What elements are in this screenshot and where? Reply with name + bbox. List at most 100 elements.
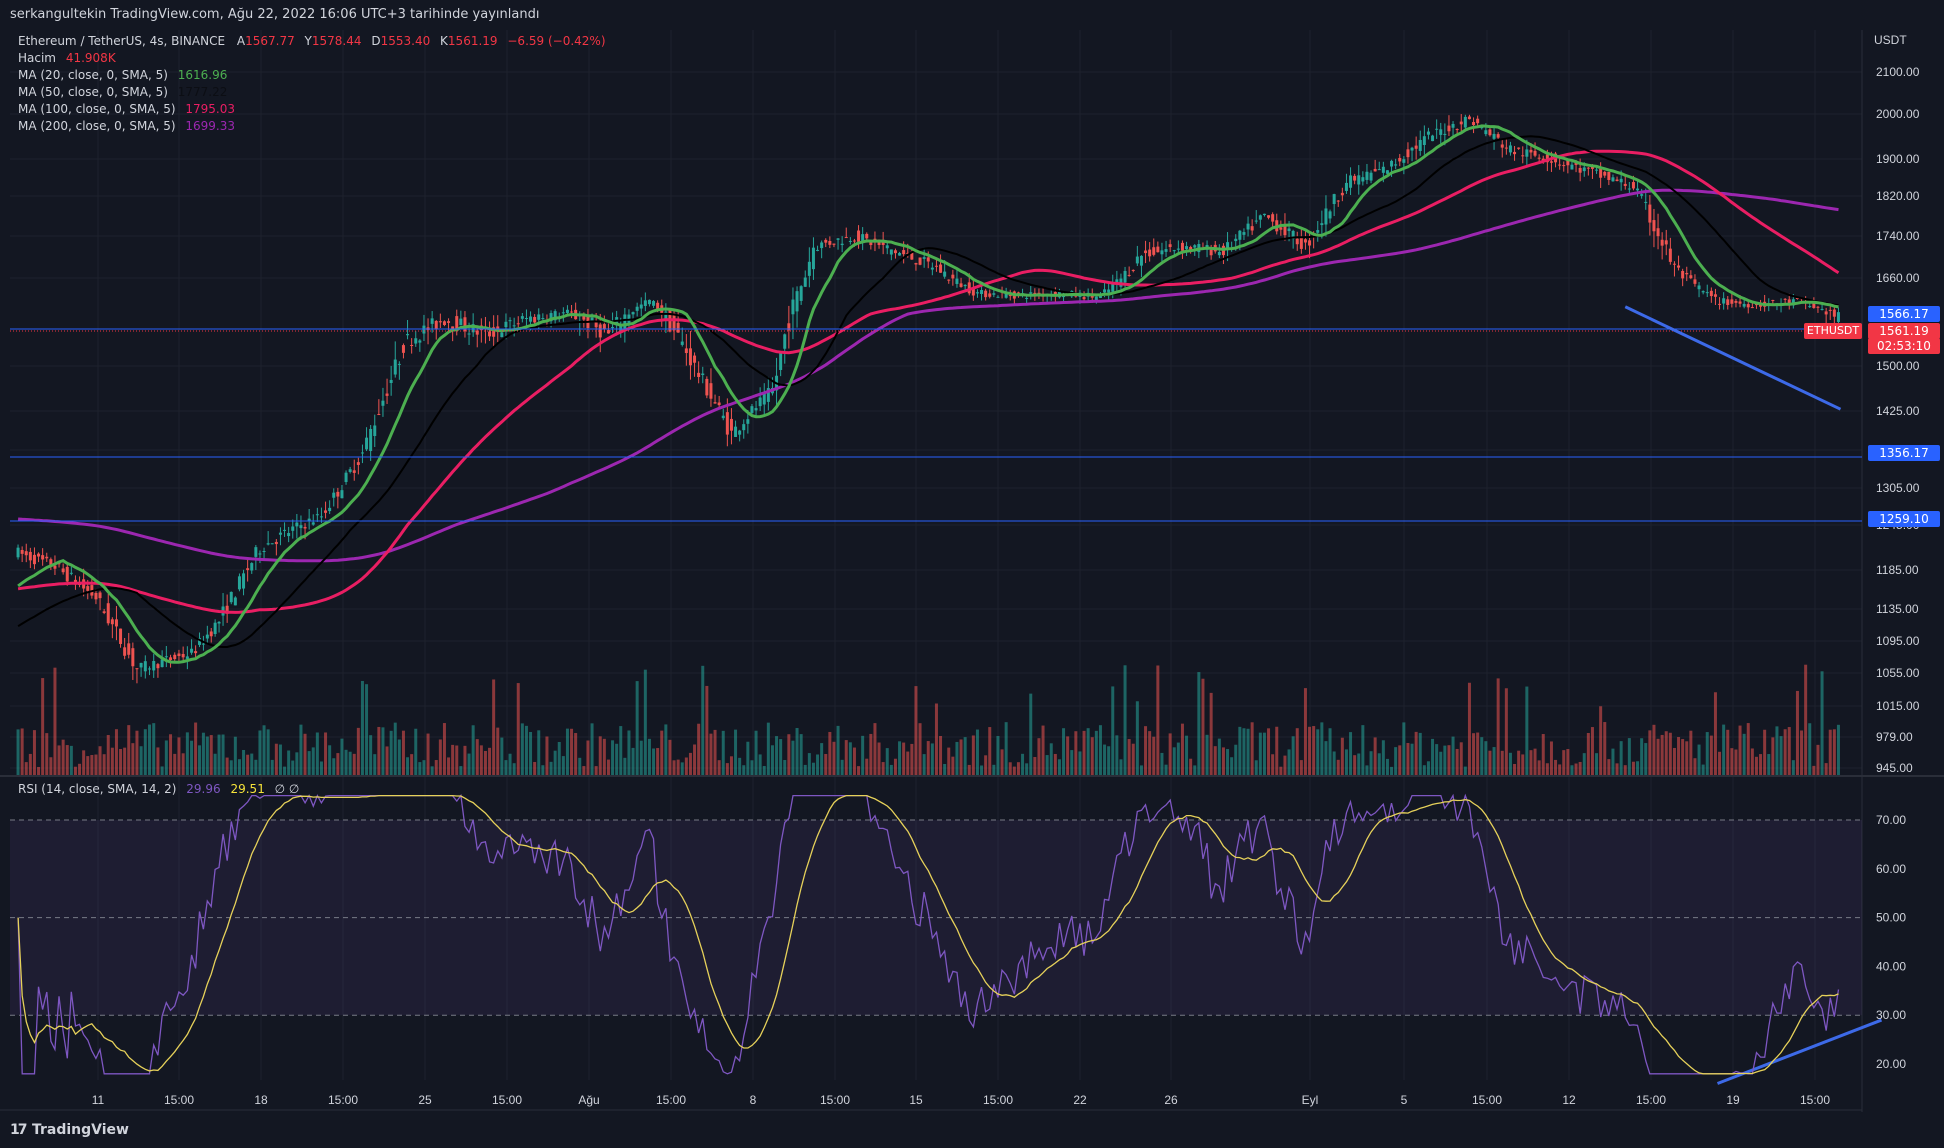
volume-bar bbox=[1476, 732, 1480, 775]
volume-bar bbox=[299, 724, 303, 775]
candle-body bbox=[1619, 178, 1623, 183]
candle-body bbox=[754, 408, 758, 411]
volume-bar bbox=[1459, 742, 1463, 775]
candle-body bbox=[1082, 297, 1086, 300]
volume-bar bbox=[1603, 722, 1607, 775]
ma200-line bbox=[17, 188, 1839, 563]
legend-symbol[interactable]: Ethereum / TetherUS, 4s, BINANCE bbox=[18, 34, 226, 48]
volume-bar bbox=[1644, 743, 1648, 775]
volume-bar bbox=[135, 730, 139, 775]
volume-bar bbox=[1398, 745, 1402, 775]
candle-body bbox=[1824, 311, 1828, 315]
volume-bar bbox=[623, 757, 627, 775]
candle-body bbox=[69, 572, 73, 574]
volume-bar bbox=[463, 745, 467, 775]
volume-bar bbox=[242, 749, 246, 775]
volume-bar bbox=[1328, 728, 1332, 775]
volume-bar bbox=[451, 744, 455, 775]
candle-body bbox=[1566, 159, 1570, 166]
volume-bar bbox=[181, 753, 185, 775]
volume-bar bbox=[1759, 754, 1763, 775]
tradingview-logo[interactable]: 17 TradingView bbox=[10, 1122, 129, 1138]
volume-bar bbox=[1472, 733, 1476, 775]
volume-bar bbox=[1119, 759, 1123, 775]
candle-body bbox=[1488, 129, 1492, 136]
rsi-label[interactable]: RSI (14, close, SMA, 14, 2) bbox=[18, 782, 177, 796]
ma100-label[interactable]: MA (100, close, 0, SMA, 5) bbox=[18, 102, 176, 116]
horizontal-levels[interactable] bbox=[10, 328, 1862, 522]
time-tick: 8 bbox=[750, 1093, 757, 1107]
volume-bar bbox=[266, 729, 270, 775]
volume-bar bbox=[631, 747, 635, 775]
candle-body bbox=[1533, 150, 1537, 156]
candle-body bbox=[385, 393, 389, 396]
volume-bar bbox=[1312, 726, 1316, 775]
volume-bar bbox=[1045, 755, 1049, 775]
volume-bar bbox=[1103, 744, 1107, 775]
volume-bar bbox=[787, 734, 791, 775]
candle-body bbox=[53, 565, 57, 569]
candle-body bbox=[762, 392, 766, 405]
candle-body bbox=[516, 323, 520, 325]
candle-body bbox=[1672, 263, 1676, 265]
volume-bar bbox=[1410, 743, 1414, 775]
high-label: Y bbox=[304, 34, 312, 48]
candle-body bbox=[131, 648, 135, 667]
candle-body bbox=[1586, 167, 1590, 169]
candle-body bbox=[1640, 194, 1644, 196]
volume-bar bbox=[1336, 759, 1340, 775]
ma20-label[interactable]: MA (20, close, 0, SMA, 5) bbox=[18, 68, 168, 82]
volume-bar bbox=[529, 731, 533, 775]
volume-bar bbox=[65, 745, 69, 775]
candle-body bbox=[123, 647, 127, 656]
candle-body bbox=[1689, 275, 1693, 279]
volume-bar bbox=[73, 766, 77, 775]
time-tick: Ağu bbox=[578, 1093, 599, 1107]
volume-bar bbox=[713, 729, 717, 775]
candle-body bbox=[816, 249, 820, 251]
volume-label[interactable]: Hacim bbox=[18, 51, 56, 65]
candle-body bbox=[1406, 149, 1410, 158]
volume-bar bbox=[1000, 749, 1004, 775]
volume-bar bbox=[287, 750, 291, 775]
volume-bar bbox=[1640, 738, 1644, 775]
price-chart[interactable]: USDT2100.002000.001900.001820.001740.001… bbox=[0, 0, 1944, 1112]
candle-body bbox=[1250, 226, 1254, 231]
volume-bar bbox=[319, 761, 323, 775]
candle-body bbox=[1398, 157, 1402, 162]
volume-bar bbox=[1094, 730, 1098, 775]
tradingview-logo-icon: 17 bbox=[10, 1122, 27, 1138]
candle-body bbox=[311, 522, 315, 525]
price-tick: 1015.00 bbox=[1876, 699, 1920, 713]
volume-bar bbox=[1426, 761, 1430, 775]
volume-bar bbox=[1180, 723, 1184, 775]
time-tick: 12 bbox=[1562, 1093, 1576, 1107]
volume-bar bbox=[1754, 756, 1758, 775]
volume-bar bbox=[1041, 725, 1045, 775]
volume-bar bbox=[336, 753, 340, 775]
volume-bar bbox=[1615, 763, 1619, 775]
volume-bar bbox=[348, 751, 352, 775]
volume-bar bbox=[385, 746, 389, 775]
candle-body bbox=[520, 316, 524, 319]
volume-bar bbox=[553, 750, 557, 775]
candle-body bbox=[1443, 133, 1447, 135]
volume-bar bbox=[918, 723, 922, 775]
volume-bar bbox=[1057, 759, 1061, 775]
candle-body bbox=[631, 312, 635, 315]
volume-bar bbox=[524, 725, 528, 775]
candle-body bbox=[1816, 306, 1820, 308]
candle-body bbox=[156, 664, 160, 669]
volume-bar bbox=[709, 733, 713, 775]
volume-bar bbox=[365, 684, 369, 775]
volume-bar bbox=[82, 750, 86, 775]
ma200-label[interactable]: MA (200, close, 0, SMA, 5) bbox=[18, 119, 176, 133]
candle-body bbox=[975, 292, 979, 294]
candle-body bbox=[791, 299, 795, 315]
volume-value: 41.908K bbox=[65, 51, 116, 65]
volume-bar bbox=[885, 748, 889, 775]
candle-body bbox=[1836, 312, 1840, 322]
volume-bar bbox=[1492, 747, 1496, 775]
ma50-label[interactable]: MA (50, close, 0, SMA, 5) bbox=[18, 85, 168, 99]
